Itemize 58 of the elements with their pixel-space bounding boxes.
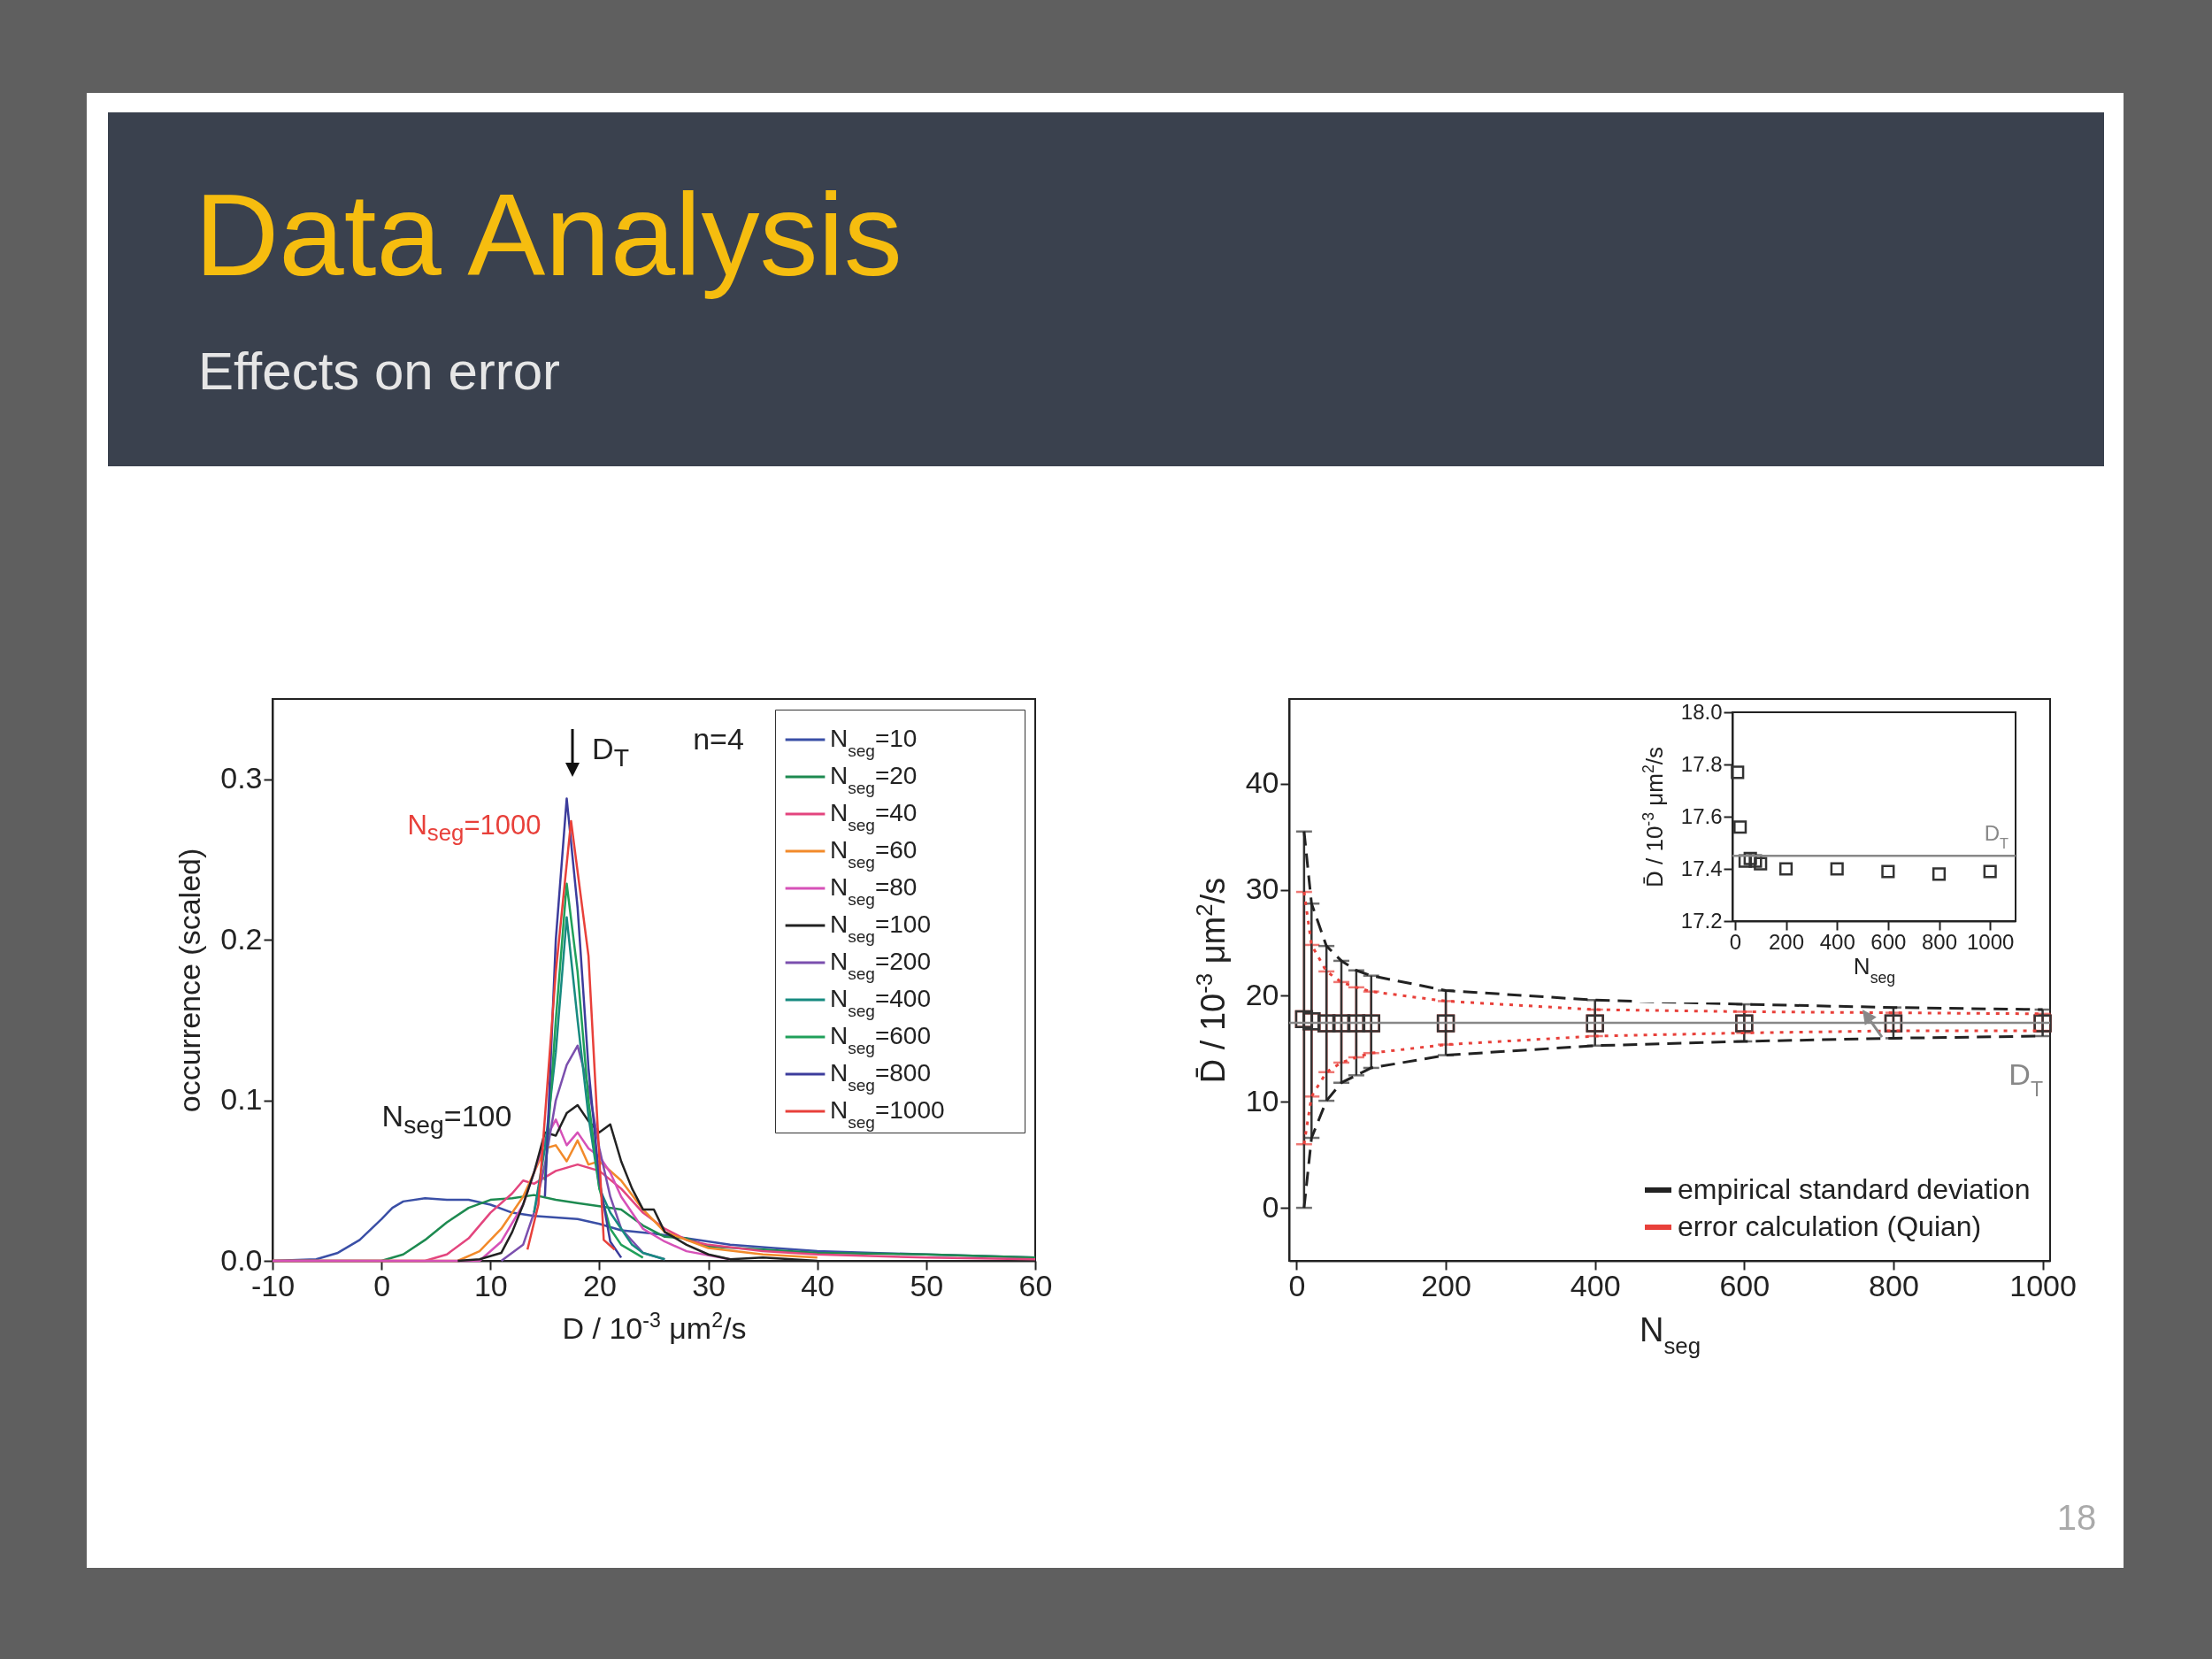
- ref-line-label: D$_{T}$: [1984, 821, 2009, 852]
- x-tick-label: 40: [801, 1268, 835, 1302]
- x-tick-label: 600: [1719, 1268, 1770, 1302]
- x-axis-title: N$_{seg}$: [1853, 952, 1896, 987]
- y-tick-label: 18.0: [1680, 699, 1723, 724]
- x-tick-label: 1000: [1966, 929, 2015, 954]
- x-tick-label: 200: [1421, 1268, 1471, 1302]
- x-axis-title: D / 10$^{-3}$ μm$^{2}$/s: [562, 1308, 747, 1345]
- y-tick-label: 40: [1245, 765, 1279, 800]
- x-tick-label: 30: [692, 1268, 726, 1302]
- legend-label: N$_{seg}$=600: [830, 1022, 931, 1057]
- x-tick-label: 600: [1870, 929, 1907, 954]
- legend-label: N$_{seg}$=20: [830, 762, 918, 797]
- annotation: D$_{T}$: [592, 732, 629, 772]
- legend-label: empirical standard deviation: [1678, 1173, 2031, 1205]
- y-tick-label: 0.1: [220, 1082, 263, 1117]
- x-tick-label: 50: [910, 1268, 944, 1302]
- legend-label: N$_{seg}$=1000: [830, 1096, 945, 1132]
- legend-label: N$_{seg}$=80: [830, 873, 918, 909]
- x-tick-label: 200: [1769, 929, 1805, 954]
- annotation: N$_{seg}$=100: [381, 1099, 512, 1140]
- x-tick-label: 60: [1018, 1268, 1053, 1302]
- y-tick-label: 17.8: [1680, 751, 1723, 776]
- x-axis-title: N$_{seg}$: [1639, 1310, 1701, 1358]
- legend-label: error calculation (Quian): [1678, 1210, 1982, 1242]
- y-tick-label: 17.2: [1680, 908, 1723, 933]
- x-tick-label: 10: [473, 1268, 508, 1302]
- legend-label: N$_{seg}$=40: [830, 799, 918, 834]
- x-tick-label: 20: [583, 1268, 617, 1302]
- text: 18: [2056, 1498, 2097, 1537]
- x-tick-label: 0: [1729, 929, 1742, 954]
- y-tick-label: 20: [1245, 977, 1279, 1011]
- legend-label: N$_{seg}$=100: [830, 910, 931, 946]
- y-tick-label: 30: [1245, 872, 1279, 906]
- legend-label: N$_{seg}$=800: [830, 1059, 931, 1094]
- ref-line-label: D$_{T}$: [2008, 1057, 2043, 1102]
- x-tick-label: 800: [1921, 929, 1958, 954]
- x-tick-label: 0: [1288, 1268, 1306, 1302]
- y-tick-label: 17.6: [1680, 803, 1723, 828]
- legend-label: N$_{seg}$=60: [830, 836, 918, 872]
- y-tick-label: 17.4: [1680, 856, 1723, 880]
- y-tick-label: 0.2: [220, 921, 263, 956]
- legend-label: N$_{seg}$=10: [830, 725, 918, 760]
- chart-subtitle: Effects on error: [198, 342, 561, 401]
- x-tick-label: 400: [1819, 929, 1855, 954]
- y-tick-label: 0.3: [220, 761, 263, 795]
- x-tick-label: 0: [373, 1268, 391, 1302]
- x-tick-label: 800: [1869, 1268, 1919, 1302]
- x-tick-label: 400: [1570, 1268, 1621, 1302]
- y-axis-title: occurrence (scaled): [173, 848, 207, 1113]
- annotation: n=4: [693, 722, 744, 756]
- legend-label: N$_{seg}$=200: [830, 948, 931, 983]
- legend-label: N$_{seg}$=400: [830, 985, 931, 1020]
- y-tick-label: 0: [1262, 1189, 1279, 1224]
- x-tick-label: 1000: [2009, 1268, 2077, 1302]
- annotation: N$_{seg}$=1000: [407, 809, 541, 846]
- y-tick-label: 10: [1245, 1083, 1279, 1118]
- chart-title: Data Analysis: [195, 170, 902, 300]
